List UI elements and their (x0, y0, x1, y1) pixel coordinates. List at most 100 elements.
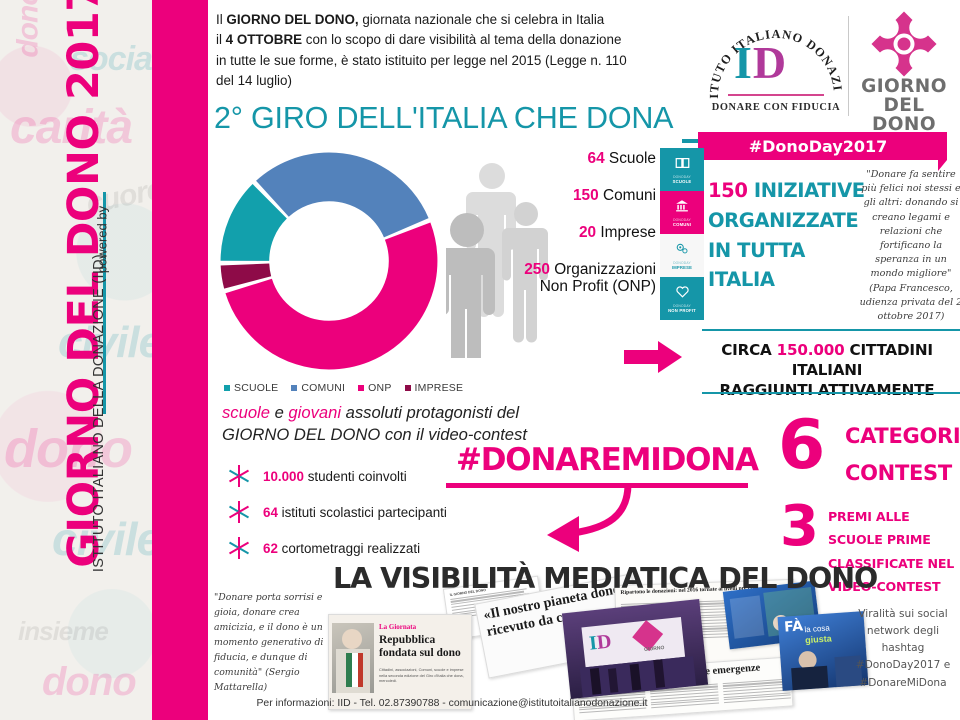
bullet-item: 62 cortometraggi realizzati (226, 530, 546, 566)
asterisk-icon (228, 465, 250, 487)
intro-line1-b: GIORNO DEL DONO, (226, 12, 359, 27)
legend-item-imprese: IMPRESE (404, 382, 464, 394)
stat-row: 150 Comuni (508, 187, 656, 205)
badge-non-profit[interactable]: DONODAY NON PROFIT (660, 277, 704, 320)
bank-icon (675, 199, 689, 217)
gdd-line2: DEL DONO (872, 94, 936, 135)
gears-icon (675, 242, 689, 260)
intro-line2-b: 4 OTTOBRE (225, 32, 303, 48)
iniziative-word1: INIZIATIVE (747, 179, 865, 202)
intro-line1-a: Il (216, 12, 227, 27)
legend-swatch (404, 385, 411, 391)
bullet-label: studenti coinvolti (303, 468, 407, 484)
ghost-word: carità (10, 101, 133, 154)
circa-rule-top (702, 329, 960, 331)
iid-letter-d: D (752, 37, 788, 88)
iniziative-line3: IN TUTTA ITALIA (708, 238, 805, 292)
hashtag-underline (446, 483, 748, 488)
intro-line4: del 14 luglio) (216, 73, 292, 89)
legend-swatch (291, 385, 298, 391)
bullet-number: 10.000 (263, 468, 304, 484)
circa-line2: RAGGIUNTI ATTIVAMENTE (719, 381, 935, 400)
categories-label-l2: CONTEST (845, 460, 952, 485)
curved-arrow-icon (547, 483, 632, 552)
main-content: Il GIORNO DEL DONO, giornata nazionale c… (208, 0, 960, 720)
iid-arc-text: ISTITUTO ITALIANO DONAZIONE (706, 10, 844, 99)
ghost-word: dono (4, 419, 133, 479)
legend-item-scuole: SCUOLE (224, 382, 278, 394)
stat-number: 20 (579, 223, 597, 241)
prizes-count: 3 (780, 494, 819, 559)
section-title-underline (682, 139, 706, 143)
circa-rule-bottom (702, 392, 960, 394)
viralita-social-text: Viralità sui social network degli hashta… (855, 608, 951, 689)
ghost-word: insieme (18, 616, 109, 646)
photo-event-stage: ID GIORNO (561, 599, 709, 699)
logo-divider (848, 16, 850, 116)
gdd-wordmark: GIORNO DEL DONO (858, 77, 950, 135)
bullet-text: 10.000 studenti coinvolti (263, 469, 407, 484)
arrow-right-icon (624, 341, 682, 373)
section-title-giro: 2° GIRO DELL'ITALIA CHE DONA (214, 101, 674, 135)
badge-imprese[interactable]: DONODAY IMPRESE (660, 234, 704, 277)
categories-label-l1: CATEGORIE (845, 424, 960, 448)
donut-svg (220, 152, 438, 370)
clipping-headline: Repubblica fondata sul dono (379, 634, 461, 660)
legend-label: SCUOLE (234, 382, 279, 394)
sidebar-org-name: ISTITUTO ITALIANO DELLA DONAZIONE (IID) (91, 253, 107, 573)
asterisk-icon (228, 537, 250, 559)
stat-label: Imprese (596, 223, 656, 241)
intro-line1-c: giornata nazionale che si celebra in Ita… (358, 12, 605, 27)
iid-letter-i: I (734, 37, 753, 88)
giorno-del-dono-logo: GIORNO DEL DONO (858, 10, 950, 134)
intro-line2-a: il (216, 32, 226, 48)
iniziative-number: 150 (708, 179, 748, 202)
lead-line2: GIORNO DEL DONO con il video-contest (222, 424, 527, 444)
badge-label: IMPRESE (671, 264, 693, 270)
legend-label: IMPRESE (414, 382, 464, 394)
sidebar-accent-bar (152, 0, 208, 720)
badge-label: SCUOLE (672, 178, 692, 184)
bullet-text: 62 cortometraggi realizzati (263, 541, 420, 556)
papa-francesco-quote: "Donare fa sentire più felici noi stessi… (859, 169, 960, 322)
iid-monogram: ID (734, 36, 787, 89)
categories-count: 6 (778, 406, 826, 485)
badge-sublabel: DONODAY (673, 260, 691, 265)
stat-row: 64 Scuole (508, 150, 656, 168)
legend-label: COMUNI (301, 382, 346, 394)
legend-item-onp: ONP (358, 382, 391, 394)
bullet-number: 62 (263, 540, 278, 556)
donaremidona-hashtag: #DONAREMIDONA (456, 442, 759, 478)
diamond-flower-icon (871, 11, 937, 77)
category-badges: DONODAY SCUOLE DONODAY COMUNI DONODAY IMPRESE… (660, 148, 704, 320)
stat-label-2: Non Profit (ONP) (539, 278, 656, 296)
lead-pink-scuole: scuole (222, 403, 270, 422)
circa-post: CITTADINI ITALIANI (791, 341, 933, 380)
intro-line2-c: con lo scopo di dare visibilità al tema … (302, 32, 622, 48)
visibility-heading: LA VISIBILITÀ MEDIATICA DEL DONO (333, 562, 878, 595)
ghost-word: civile (58, 318, 160, 367)
footer-contact: Per informazioni: IID - Tel. 02.87390788… (256, 698, 648, 709)
badge-sublabel: DONODAY (673, 174, 691, 179)
stat-row: 250 Organizzazioni Non Profit (ONP) (508, 261, 656, 297)
lead-rest: assoluti protagonisti del (341, 403, 520, 422)
badge-scuole[interactable]: DONODAY SCUOLE (660, 148, 704, 191)
donoday-hashtag-ribbon: #DonoDay2017 (698, 132, 947, 171)
intro-paragraph: Il GIORNO DEL DONO, giornata nazionale c… (216, 10, 694, 92)
circa-statement: CIRCA 150.000 CITTADINI ITALIANI RAGGIUN… (694, 340, 960, 400)
sidebar: dono sociale carità cuore civile dono ci… (0, 0, 160, 720)
video-contest-lead: scuole e giovani assoluti protagonisti d… (222, 402, 552, 445)
iid-logo: ISTITUTO ITALIANO DONAZIONE ID DONARE CO… (706, 10, 846, 126)
iniziative-line2: ORGANIZZATE (708, 208, 859, 232)
badge-sublabel: DONODAY (673, 217, 691, 222)
legend-label: ONP (368, 382, 392, 394)
stat-label: Scuole (604, 150, 656, 167)
book-icon (675, 156, 690, 174)
people-silhouettes (446, 163, 548, 358)
bullet-item: 64 istituti scolastici partecipanti (226, 494, 546, 530)
prizes-label: PREMI ALLE SCUOLE PRIME CLASSIFICATE NEL… (828, 505, 960, 598)
lead-pink-giovani: giovani (288, 403, 342, 422)
prizes-label-l2: CLASSIFICATE NEL VIDEO-CONTEST (828, 555, 955, 594)
badge-comuni[interactable]: DONODAY COMUNI (660, 191, 704, 234)
bullet-text: 64 istituti scolastici partecipanti (263, 505, 447, 520)
